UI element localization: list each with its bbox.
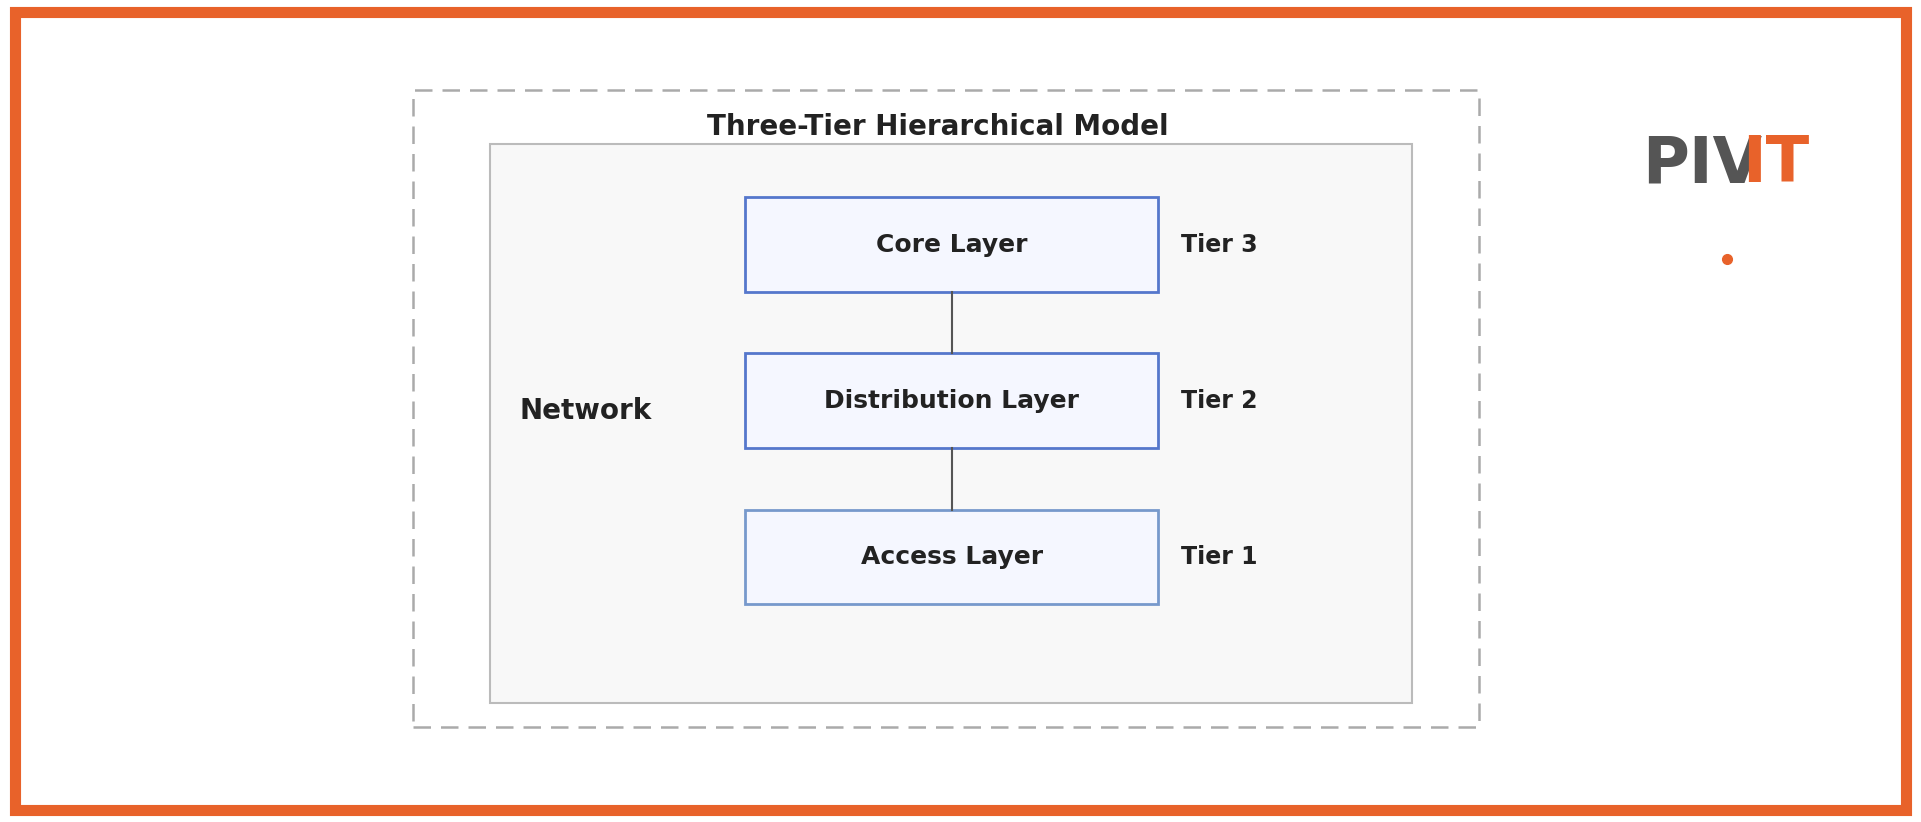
Text: Tier 1: Tier 1 <box>1181 545 1258 569</box>
Text: Distribution Layer: Distribution Layer <box>824 389 1080 413</box>
Text: Network: Network <box>521 397 651 425</box>
Text: Tier 3: Tier 3 <box>1181 233 1258 256</box>
Text: Three-Tier Hierarchical Model: Three-Tier Hierarchical Model <box>707 113 1168 141</box>
Bar <box>745 353 1158 448</box>
Text: Core Layer: Core Layer <box>876 233 1028 256</box>
Bar <box>745 510 1158 604</box>
Text: Access Layer: Access Layer <box>861 545 1043 569</box>
Text: PIV: PIV <box>1642 133 1762 196</box>
Bar <box>413 90 1479 727</box>
Text: Tier 2: Tier 2 <box>1181 389 1258 413</box>
Bar <box>490 144 1412 703</box>
Bar <box>745 197 1158 292</box>
Text: IT: IT <box>1742 133 1810 196</box>
